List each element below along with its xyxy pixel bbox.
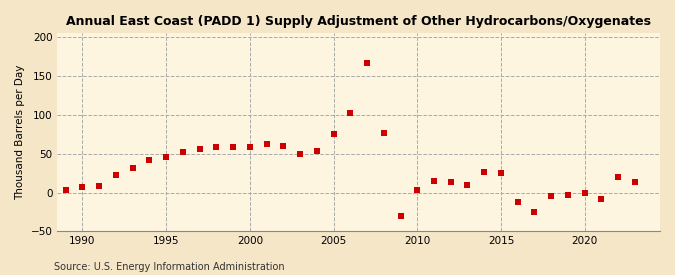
Point: [311, 149, 322, 154]
Point: [178, 150, 188, 154]
Point: [244, 145, 255, 149]
Point: [529, 210, 540, 214]
Point: [144, 158, 155, 162]
Point: [546, 194, 557, 199]
Point: [345, 111, 356, 116]
Point: [94, 183, 105, 188]
Point: [462, 183, 473, 187]
Point: [227, 145, 238, 149]
Point: [562, 193, 573, 197]
Point: [395, 214, 406, 218]
Point: [579, 191, 590, 196]
Point: [161, 155, 171, 159]
Point: [60, 188, 71, 192]
Point: [111, 173, 122, 178]
Point: [77, 185, 88, 189]
Title: Annual East Coast (PADD 1) Supply Adjustment of Other Hydrocarbons/Oxygenates: Annual East Coast (PADD 1) Supply Adjust…: [66, 15, 651, 28]
Point: [495, 171, 506, 175]
Point: [613, 175, 624, 179]
Point: [127, 166, 138, 170]
Point: [596, 197, 607, 201]
Point: [211, 145, 222, 149]
Point: [295, 152, 306, 157]
Point: [362, 61, 373, 65]
Text: Source: U.S. Energy Information Administration: Source: U.S. Energy Information Administ…: [54, 262, 285, 272]
Point: [379, 131, 389, 135]
Point: [429, 179, 439, 183]
Point: [630, 180, 641, 185]
Point: [328, 131, 339, 136]
Y-axis label: Thousand Barrels per Day: Thousand Barrels per Day: [15, 65, 25, 200]
Point: [278, 144, 289, 148]
Point: [194, 147, 205, 151]
Point: [261, 141, 272, 146]
Point: [412, 188, 423, 192]
Point: [512, 200, 523, 204]
Point: [446, 180, 456, 185]
Point: [479, 169, 489, 174]
